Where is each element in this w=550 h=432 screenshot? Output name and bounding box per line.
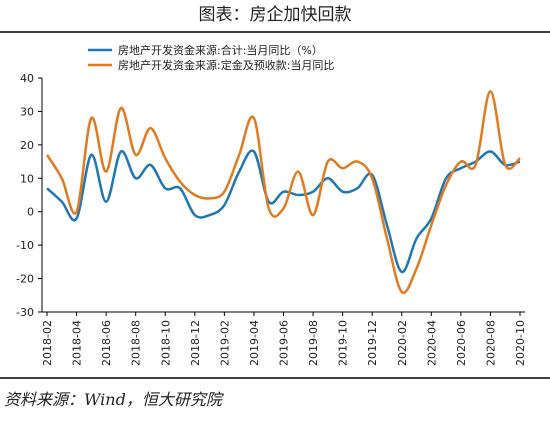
x-tick-label: 2020-08 (484, 320, 497, 366)
y-tick-label: -30 (16, 306, 34, 319)
x-tick-label: 2019-10 (337, 320, 350, 366)
y-tick-label: 0 (27, 206, 34, 219)
legend-label: 房地产开发资金来源:定金及预收款:当月同比 (118, 58, 334, 72)
x-tick-label: 2019-06 (278, 320, 291, 366)
source: 资料来源：Wind，恒大研究院 (4, 390, 225, 409)
y-tick-label: -10 (16, 239, 34, 252)
x-tick-label: 2018-04 (71, 320, 84, 366)
x-tick-label: 2019-08 (307, 320, 320, 366)
chart-title: 图表：房企加快回款 (199, 5, 352, 25)
x-tick-label: 2020-02 (396, 320, 409, 366)
x-tick-label: 2019-04 (248, 320, 261, 366)
y-tick-label: 30 (20, 105, 34, 118)
x-tick-label: 2020-04 (425, 320, 438, 366)
x-tick-label: 2018-12 (189, 320, 202, 366)
legend-label: 房地产开发资金来源:合计:当月同比（%） (118, 43, 323, 57)
x-tick-label: 2019-12 (366, 320, 379, 366)
x-tick-label: 2019-02 (218, 320, 231, 366)
x-tick-label: 2020-10 (514, 320, 527, 366)
x-tick-label: 2018-06 (100, 320, 113, 366)
y-tick-label: -20 (16, 273, 34, 286)
series-line (45, 90, 521, 295)
y-tick-label: 10 (20, 172, 34, 185)
series-line (46, 149, 521, 274)
y-tick-label: 40 (20, 72, 34, 85)
x-tick-label: 2018-08 (130, 320, 143, 366)
x-tick-label: 2018-10 (159, 320, 172, 366)
x-tick-label: 2020-06 (455, 320, 468, 366)
x-tick-label: 2018-02 (41, 320, 54, 366)
y-tick-label: 20 (20, 139, 34, 152)
